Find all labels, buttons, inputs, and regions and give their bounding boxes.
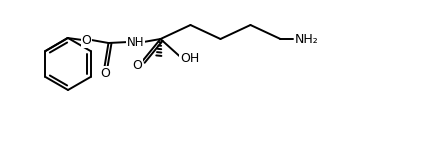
Text: OH: OH <box>180 51 199 65</box>
Text: O: O <box>133 59 143 71</box>
Text: O: O <box>100 67 111 79</box>
Text: O: O <box>82 34 91 47</box>
Text: NH: NH <box>127 36 144 49</box>
Text: NH₂: NH₂ <box>295 32 318 45</box>
